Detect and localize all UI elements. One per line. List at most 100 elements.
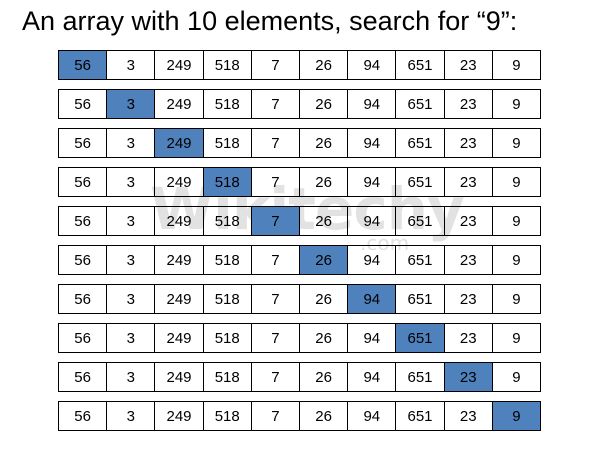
array-cell: 94 (347, 90, 395, 118)
array-cell: 7 (250, 90, 299, 118)
array-row: 56 3 249 518 7 26 94 651 23 9 (58, 206, 541, 236)
array-cell: 23 (443, 246, 492, 274)
array-cell: 651 (395, 129, 443, 157)
array-cell: 26 (299, 90, 347, 118)
array-cell: 26 (299, 285, 347, 313)
array-cell: 7 (250, 168, 299, 196)
array-cell: 249 (154, 363, 202, 391)
array-cell: 651 (395, 207, 443, 235)
array-row: 56 3 249 518 7 26 94 651 23 9 (58, 362, 541, 392)
array-cell: 9 (491, 246, 540, 274)
array-cell: 249 (154, 402, 202, 430)
array-cell: 26 (299, 363, 347, 391)
array-row: 56 3 249 518 7 26 94 651 23 9 (58, 323, 541, 353)
array-cell: 23 (443, 129, 492, 157)
array-cell: 94 (347, 402, 395, 430)
linear-search-steps: 56 3 249 518 7 26 94 651 23 9 56 3 249 518 7 26 94 651 23 9… (58, 50, 541, 440)
array-cell: 7 (250, 51, 299, 79)
array-row: 56 3 249 518 7 26 94 651 23 9 (58, 89, 541, 119)
array-cell: 9 (491, 285, 540, 313)
array-cell-highlighted: 518 (202, 168, 251, 196)
array-cell: 23 (443, 207, 492, 235)
array-cell: 518 (202, 363, 251, 391)
array-cell: 3 (106, 168, 154, 196)
array-cell-highlighted: 7 (250, 207, 300, 235)
array-cell: 3 (106, 129, 154, 157)
array-cell: 23 (443, 285, 492, 313)
array-cell: 94 (347, 324, 395, 352)
array-cell: 651 (395, 90, 443, 118)
array-cell: 3 (106, 402, 154, 430)
array-row: 56 3 249 518 7 26 94 651 23 9 (58, 167, 541, 197)
array-cell: 9 (491, 90, 540, 118)
array-cell: 26 (299, 129, 347, 157)
array-row: 56 3 249 518 7 26 94 651 23 9 (58, 245, 541, 275)
array-cell-highlighted: 26 (299, 246, 348, 274)
array-cell: 9 (491, 51, 540, 79)
array-cell: 651 (395, 363, 443, 391)
array-cell-highlighted: 651 (395, 324, 444, 352)
array-cell: 249 (154, 285, 202, 313)
array-cell: 518 (202, 51, 251, 79)
array-cell-highlighted: 94 (347, 285, 396, 313)
array-cell: 94 (347, 246, 395, 274)
array-cell: 651 (395, 285, 443, 313)
array-cell: 23 (443, 168, 492, 196)
array-cell: 26 (299, 324, 347, 352)
array-cell: 56 (74, 290, 91, 308)
array-cell: 94 (347, 207, 395, 235)
array-cell: 249 (154, 207, 202, 235)
array-cell: 249 (154, 51, 202, 79)
array-row: 56 3 249 518 7 26 94 651 23 9 (58, 50, 541, 80)
array-cell: 56 (74, 407, 91, 425)
array-cell: 94 (347, 168, 395, 196)
array-cell: 7 (250, 402, 299, 430)
array-cell: 7 (250, 246, 299, 274)
array-cell: 7 (250, 129, 299, 157)
array-cell: 518 (202, 207, 251, 235)
array-cell: 9 (491, 207, 540, 235)
array-cell: 56 (74, 368, 91, 386)
array-cell: 249 (154, 90, 202, 118)
array-cell: 7 (250, 363, 299, 391)
array-cell: 518 (202, 324, 251, 352)
array-cell: 56 (74, 251, 91, 269)
array-cell: 651 (395, 246, 443, 274)
array-cell: 56 (74, 95, 91, 113)
array-row: 56 3 249 518 7 26 94 651 23 9 (58, 401, 541, 431)
array-cell: 518 (202, 246, 251, 274)
array-cell: 651 (395, 51, 443, 79)
array-cell: 94 (347, 129, 395, 157)
page-title: An array with 10 elements, search for “9… (22, 6, 518, 36)
array-cell: 9 (491, 129, 540, 157)
array-cell: 56 (74, 212, 91, 230)
array-cell: 3 (106, 324, 154, 352)
array-cell: 651 (395, 402, 443, 430)
array-cell: 23 (443, 324, 492, 352)
array-cell: 26 (299, 402, 347, 430)
array-cell: 23 (443, 90, 492, 118)
array-cell: 26 (299, 51, 347, 79)
array-cell: 26 (299, 207, 347, 235)
array-row: 56 3 249 518 7 26 94 651 23 9 (58, 284, 541, 314)
array-cell: 56 (74, 329, 91, 347)
array-cell: 249 (154, 324, 202, 352)
array-cell: 3 (106, 285, 154, 313)
array-cell: 94 (347, 363, 395, 391)
array-cell-highlighted: 56 (59, 51, 107, 79)
array-cell: 3 (106, 246, 154, 274)
array-cell: 9 (491, 363, 540, 391)
array-cell: 3 (106, 207, 154, 235)
array-cell: 94 (347, 51, 395, 79)
array-cell: 249 (154, 168, 202, 196)
array-cell-highlighted: 9 (491, 402, 541, 430)
array-cell: 26 (299, 168, 347, 196)
array-cell: 7 (250, 285, 299, 313)
array-cell: 23 (443, 402, 492, 430)
array-row: 56 3 249 518 7 26 94 651 23 9 (58, 128, 541, 158)
array-cell: 9 (491, 168, 540, 196)
array-cell-highlighted: 249 (154, 129, 203, 157)
array-cell: 7 (250, 324, 299, 352)
array-cell: 651 (395, 168, 443, 196)
array-cell: 56 (74, 173, 91, 191)
